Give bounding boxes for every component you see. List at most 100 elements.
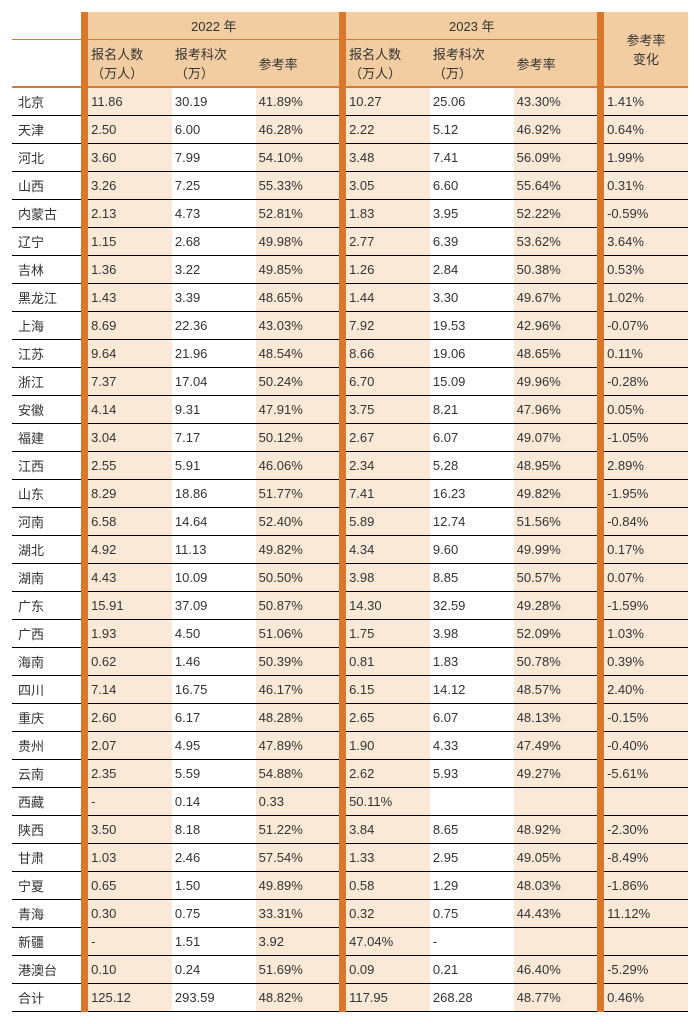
rate-2022-cell: 55.33% — [256, 172, 340, 200]
table-row: 天津2.506.0046.28%2.225.1246.92%0.64% — [12, 116, 688, 144]
subjects-2023-cell: 8.21 — [430, 396, 514, 424]
applicants-2022-cell: - — [88, 788, 172, 816]
rate-2023-cell: 48.95% — [514, 452, 598, 480]
applicants-2022-cell: 3.60 — [88, 144, 172, 172]
applicants-2022-cell: 1.93 — [88, 620, 172, 648]
rate-2022-cell: 46.06% — [256, 452, 340, 480]
rate-change-cell: 0.17% — [604, 536, 688, 564]
rate-2023-cell: 50.38% — [514, 256, 598, 284]
rate-2022-cell: 50.39% — [256, 648, 340, 676]
province-cell: 湖南 — [12, 564, 81, 592]
table-row: 湖北4.9211.1349.82%4.349.6049.99%0.17% — [12, 536, 688, 564]
rate-2023-cell: 46.92% — [514, 116, 598, 144]
rate-2022-cell: 51.22% — [256, 816, 340, 844]
rate-2023-cell: 48.03% — [514, 872, 598, 900]
subjects-2023-cell: 6.07 — [430, 704, 514, 732]
applicants-2023-cell: 7.41 — [346, 480, 430, 508]
province-cell: 河北 — [12, 144, 81, 172]
rate-change-cell: -2.30% — [604, 816, 688, 844]
table-row: 青海0.300.7533.31%0.320.7544.43%11.12% — [12, 900, 688, 928]
province-cell: 河南 — [12, 508, 81, 536]
province-cell: 江西 — [12, 452, 81, 480]
subjects-2023-cell: 5.12 — [430, 116, 514, 144]
applicants-2022-cell: 11.86 — [88, 87, 172, 116]
applicants-2022-cell: 1.03 — [88, 844, 172, 872]
rate-change-cell: 0.46% — [604, 984, 688, 1012]
rate-2023-cell: 52.22% — [514, 200, 598, 228]
header-rate-change: 参考率 变化 — [604, 12, 688, 87]
province-cell: 山西 — [12, 172, 81, 200]
applicants-2022-cell: 7.37 — [88, 368, 172, 396]
applicants-2023-cell: 6.70 — [346, 368, 430, 396]
applicants-2023-cell: 8.66 — [346, 340, 430, 368]
subjects-2022-cell: 9.31 — [172, 396, 256, 424]
rate-2022-cell: 50.50% — [256, 564, 340, 592]
rate-2022-cell: 50.24% — [256, 368, 340, 396]
rate-2023-cell: 52.09% — [514, 620, 598, 648]
rate-change-cell: 2.40% — [604, 676, 688, 704]
rate-2022-cell: 49.98% — [256, 228, 340, 256]
subjects-2022-cell: 11.13 — [172, 536, 256, 564]
rate-2023-cell: 43.30% — [514, 87, 598, 116]
applicants-2022-cell: 9.64 — [88, 340, 172, 368]
rate-2023-cell — [514, 928, 598, 956]
rate-2023-cell: 46.40% — [514, 956, 598, 984]
applicants-2022-cell: 1.43 — [88, 284, 172, 312]
subjects-2023-cell: - — [430, 928, 514, 956]
rate-change-cell — [604, 788, 688, 816]
applicants-2023-cell: 2.62 — [346, 760, 430, 788]
applicants-2023-cell: 14.30 — [346, 592, 430, 620]
rate-change-cell — [604, 928, 688, 956]
subjects-2023-cell: 9.60 — [430, 536, 514, 564]
table-row: 新疆-1.513.9247.04%- — [12, 928, 688, 956]
subjects-2022-cell: 0.24 — [172, 956, 256, 984]
rate-change-cell: -8.49% — [604, 844, 688, 872]
province-cell: 吉林 — [12, 256, 81, 284]
subjects-2023-cell: 25.06 — [430, 87, 514, 116]
table-row: 广东15.9137.0950.87%14.3032.5949.28%-1.59% — [12, 592, 688, 620]
applicants-2023-cell: 5.89 — [346, 508, 430, 536]
applicants-2022-cell: 0.62 — [88, 648, 172, 676]
applicants-2023-cell: 2.67 — [346, 424, 430, 452]
rate-change-cell: -0.84% — [604, 508, 688, 536]
province-cell: 湖北 — [12, 536, 81, 564]
applicants-2023-cell: 3.98 — [346, 564, 430, 592]
applicants-2022-cell: 2.13 — [88, 200, 172, 228]
rate-2022-cell: 41.89% — [256, 87, 340, 116]
subjects-2023-cell: 15.09 — [430, 368, 514, 396]
subjects-2023-cell: 0.21 — [430, 956, 514, 984]
rate-2022-cell: 54.10% — [256, 144, 340, 172]
subjects-2022-cell: 10.09 — [172, 564, 256, 592]
applicants-2022-cell: 2.35 — [88, 760, 172, 788]
applicants-2023-cell: 50.11% — [346, 788, 430, 816]
rate-2022-cell: 47.91% — [256, 396, 340, 424]
subjects-2023-cell: 2.84 — [430, 256, 514, 284]
applicants-2022-cell: 0.30 — [88, 900, 172, 928]
subjects-2023-cell: 14.12 — [430, 676, 514, 704]
rate-2023-cell: 48.77% — [514, 984, 598, 1012]
rate-change-cell: 0.39% — [604, 648, 688, 676]
rate-change-cell: 0.31% — [604, 172, 688, 200]
table-row: 安徽4.149.3147.91%3.758.2147.96%0.05% — [12, 396, 688, 424]
applicants-2023-cell: 3.48 — [346, 144, 430, 172]
applicants-2023-cell: 0.81 — [346, 648, 430, 676]
rate-change-cell: 0.11% — [604, 340, 688, 368]
rate-2023-cell: 49.99% — [514, 536, 598, 564]
applicants-2023-cell: 2.22 — [346, 116, 430, 144]
applicants-2022-cell: 3.50 — [88, 816, 172, 844]
subjects-2023-cell: 2.95 — [430, 844, 514, 872]
province-cell: 重庆 — [12, 704, 81, 732]
sub-applicants-22: 报名人数 （万人） — [88, 40, 172, 88]
rate-change-cell: -0.15% — [604, 704, 688, 732]
province-cell: 港澳台 — [12, 956, 81, 984]
applicants-2022-cell: 4.92 — [88, 536, 172, 564]
applicants-2023-cell: 1.33 — [346, 844, 430, 872]
rate-2022-cell: 51.77% — [256, 480, 340, 508]
applicants-2022-cell: - — [88, 928, 172, 956]
applicants-2023-cell: 117.95 — [346, 984, 430, 1012]
subjects-2023-cell: 19.53 — [430, 312, 514, 340]
province-cell: 安徽 — [12, 396, 81, 424]
subjects-2022-cell: 4.50 — [172, 620, 256, 648]
subjects-2022-cell: 1.50 — [172, 872, 256, 900]
rate-2022-cell: 43.03% — [256, 312, 340, 340]
